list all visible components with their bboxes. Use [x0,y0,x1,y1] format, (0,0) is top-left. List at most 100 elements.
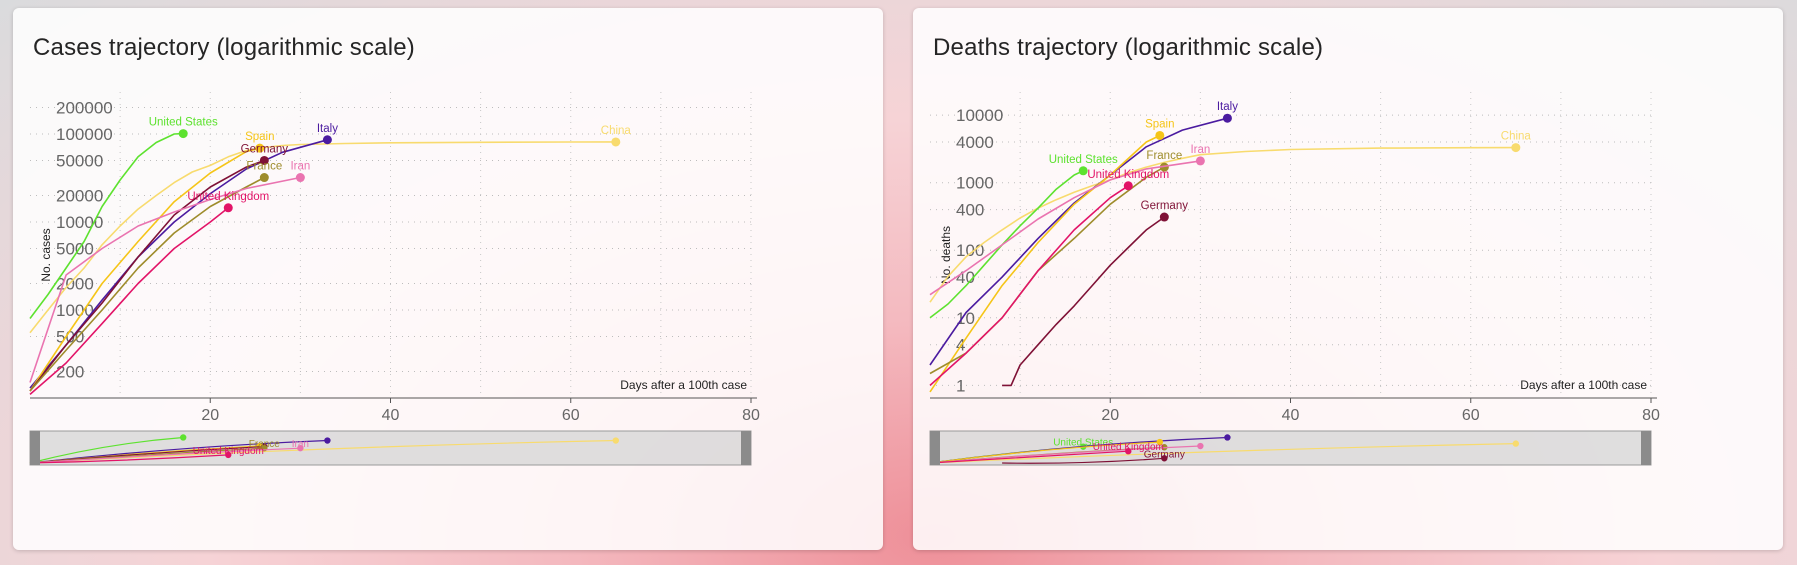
series-line-iran [29,176,301,383]
series-end-point-united-kingdom[interactable] [223,203,233,213]
navigator-point-germany [1161,455,1168,462]
series-label-united-kingdom: United Kingdom [187,191,269,203]
series-end-point-france[interactable] [259,173,269,183]
series-end-point-germany[interactable] [259,155,269,165]
navigator-line-united-kingdom [929,450,1129,464]
series-line-china [29,141,616,334]
y-axis-label: No. deaths [939,226,953,284]
x-tick-label: 20 [1101,407,1119,424]
navigator-line-united-states [29,436,184,464]
navigator-line-china [29,439,616,464]
series-label-italy: Italy [317,123,338,135]
series-label-germany: Germany [241,143,289,155]
y-tick-label: 200 [56,363,84,382]
y-tick-label: 200000 [56,98,113,117]
chart-title: Cases trajectory (logarithmic scale) [33,34,415,61]
x-tick-label: 20 [201,407,219,424]
series-end-point-spain[interactable] [255,143,265,153]
x-tick-label: 80 [1642,407,1660,424]
series-end-point-united-states[interactable] [178,129,188,139]
series-end-point-italy[interactable] [322,135,332,145]
series-line-germany [1002,216,1165,387]
y-tick-label: 400 [956,201,984,220]
navigator-point-united-kingdom [225,451,232,459]
grid [930,92,1652,398]
navigator-line-china [929,443,1516,464]
series-line-china [929,146,1516,303]
navigator-line-spain [929,441,1160,464]
navigator-label-germany: Germany [1144,449,1185,460]
series-label-united-states: United States [1049,154,1118,166]
navigator-label-united-kingdom: United Kingdom [1093,442,1164,453]
navigator-label-united-kingdom: United Kingdom [193,446,264,457]
x-tick-label: 40 [382,407,400,424]
navigator-handle-right[interactable] [1641,431,1651,465]
series-end-point-spain[interactable] [1155,130,1165,140]
series-end-point-italy[interactable] [1222,113,1232,123]
series-line-united-kingdom [929,185,1129,386]
y-tick-label: 10 [956,309,975,328]
series-label-france: France [246,161,282,173]
navigator-point-italy [1224,434,1231,441]
navigator-label-france: France [249,439,281,450]
navigator-line-iran [29,447,301,464]
y-tick-label: 5000 [56,239,94,258]
y-tick-label: 4000 [956,133,994,152]
deaths-panel: Deaths trajectory (logarithmic scale) 1 4… [913,8,1783,550]
series-line-united-kingdom [29,207,229,396]
y-tick-label: 1000 [956,174,994,193]
series-end-point-china[interactable] [1511,143,1521,153]
y-tick-label: 1000 [56,301,94,320]
series-end-point-iran[interactable] [295,173,305,183]
series-line-united-states [29,132,184,319]
series-end-point-germany[interactable] [1159,212,1169,222]
y-tick-label: 1 [956,376,965,395]
series-line-italy [29,139,328,389]
series-end-point-iran[interactable] [1195,156,1205,166]
series-label-italy: Italy [1217,101,1238,113]
x-tick-label: 60 [562,407,580,424]
series-line-germany [29,159,265,392]
grid [30,92,752,398]
series-end-point-china[interactable] [611,137,621,147]
series-label-iran: Iran [1190,144,1210,156]
x-axis-label: Days after a 100th case [620,378,747,392]
y-tick-label: 100000 [56,125,113,144]
series-label-china: China [1501,131,1532,143]
navigator-handle-left[interactable] [930,431,940,465]
range-navigator[interactable]: France Iran United Kingdom [29,430,752,466]
series-end-point-france[interactable] [1159,162,1169,172]
series-label-united-kingdom: United Kingdom [1087,169,1169,181]
x-tick-label: 80 [742,407,760,424]
navigator-handle-right[interactable] [741,431,751,465]
navigator-point-china [1512,440,1520,447]
navigator-line-iran [929,445,1201,464]
y-tick-label: 50000 [56,151,103,170]
series-end-point-united-kingdom[interactable] [1123,181,1133,191]
y-tick-label: 10000 [56,213,103,232]
navigator-track[interactable] [929,430,1652,466]
navigator-label-iran: Iran [292,439,309,450]
series-end-point-united-states[interactable] [1078,166,1088,176]
x-tick-label: 40 [1282,407,1300,424]
cases-panel: Cases trajectory (logarithmic scale) 200… [13,8,883,550]
y-tick-label: 20000 [56,187,103,206]
series-label-iran: Iran [290,161,310,173]
navigator-point-iran [297,444,304,452]
cases-chart: 2005001000200050001000020000500001000002… [29,92,760,466]
y-tick-label: 100 [956,241,984,260]
y-tick-label: 10000 [956,106,1003,125]
navigator-line-germany [1002,457,1165,464]
series-line-iran [929,160,1201,296]
navigator-point-united-kingdom [1125,448,1132,455]
navigator-label-united-states: United States [1053,438,1113,449]
series-label-france: France [1146,150,1182,162]
chart-title: Deaths trajectory (logarithmic scale) [933,34,1324,61]
x-axis-label: Days after a 100th case [1520,378,1647,392]
series-line-spain [29,147,260,392]
navigator-handle-left[interactable] [30,431,40,465]
